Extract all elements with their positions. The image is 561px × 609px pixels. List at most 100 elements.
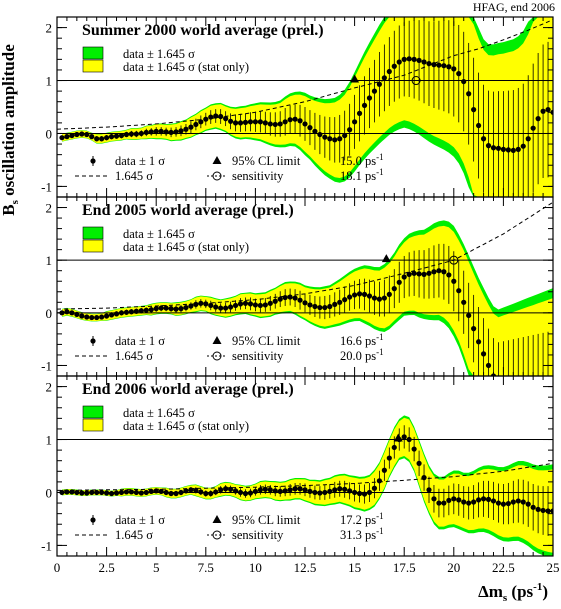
data-point: [361, 491, 368, 497]
data-point: [64, 309, 70, 315]
data-point: [218, 487, 224, 493]
data-point: [99, 489, 105, 496]
data-point: [515, 498, 521, 504]
sensitivity-curve: [57, 19, 553, 130]
data-point: [69, 310, 75, 316]
data-point: [500, 146, 506, 152]
limit-number: 16.6 ps: [340, 334, 376, 348]
x-axis-label: Δms (ps-1): [478, 581, 548, 604]
data-point: [153, 128, 159, 134]
data-point: [490, 498, 497, 504]
data-point: [218, 113, 224, 120]
data-point: [277, 121, 283, 127]
limit-marker: [350, 74, 360, 83]
data-point: [84, 490, 90, 496]
data-point: [163, 489, 169, 496]
data-point: [272, 298, 278, 304]
data-point: [118, 132, 125, 139]
data-point: [520, 499, 526, 505]
legend-swatch-total: [82, 46, 104, 60]
x-tick-label: 7.5: [198, 560, 214, 575]
data-point: [282, 488, 288, 494]
data-point: [510, 147, 516, 154]
data-point: [446, 64, 452, 70]
data-point: [431, 496, 437, 502]
y-tick-label: 0: [46, 126, 53, 141]
data-point: [431, 269, 437, 275]
data-point: [391, 63, 397, 69]
x-axis-label-sup: -1: [533, 581, 542, 593]
limit-unit-sup: -1: [376, 152, 384, 162]
data-point: [183, 488, 189, 494]
data-point: [356, 490, 363, 497]
data-point: [133, 489, 139, 496]
data-point: [456, 71, 462, 77]
data-point: [168, 306, 174, 312]
data-point: [446, 497, 452, 504]
data-point: [213, 304, 219, 310]
data-point: [247, 119, 254, 125]
limit-number: 17.2 ps: [340, 513, 376, 527]
legend-label-sensitivity: sensitivity: [232, 528, 284, 542]
legend-point-icon: [90, 158, 96, 164]
data-point: [213, 113, 219, 119]
x-tick-label: 20: [447, 560, 460, 575]
data-point: [188, 124, 194, 130]
data-point: [262, 120, 268, 126]
sensitivity-value: 20.0 ps-1: [340, 347, 384, 363]
data-point: [198, 489, 204, 495]
data-point: [426, 270, 432, 276]
data-point: [69, 132, 75, 139]
data-point: [297, 297, 303, 303]
data-point: [426, 487, 432, 493]
data-point: [282, 119, 288, 125]
data-point: [540, 507, 546, 514]
data-point: [193, 301, 199, 307]
data-point: [525, 136, 531, 142]
data-point: [153, 306, 159, 312]
y-tick-label: 0: [46, 485, 53, 500]
data-point: [356, 291, 363, 297]
data-point: [113, 490, 120, 496]
data-point: [466, 91, 472, 97]
band-stat: [62, 417, 553, 553]
data-point: [342, 297, 348, 303]
sensitivity-value: 31.3 ps-1: [340, 526, 384, 542]
panel-title: End 2006 world average (prel.): [82, 381, 294, 398]
x-axis-label-close: ): [542, 582, 548, 601]
legend-label-curve: 1.645 σ: [115, 349, 153, 363]
data-point: [123, 309, 130, 315]
data-point: [426, 60, 432, 67]
data-point: [307, 125, 313, 131]
data-point: [69, 489, 75, 495]
data-point: [237, 120, 244, 126]
data-point: [247, 301, 254, 307]
data-point: [168, 129, 174, 136]
data-point: [208, 114, 214, 120]
data-point: [237, 489, 244, 496]
data-point: [505, 500, 511, 507]
data-point: [232, 302, 239, 309]
data-point: [94, 489, 100, 496]
data-point: [327, 303, 333, 310]
data-point: [252, 119, 258, 125]
data-point: [352, 119, 358, 125]
legend-label-points: data ± 1 σ: [115, 513, 165, 527]
y-tick-label: 2: [46, 21, 53, 36]
data-point: [128, 309, 134, 315]
legend-label-curve: 1.645 σ: [115, 528, 153, 542]
sensitivity-value: 18.1 ps-1: [340, 167, 384, 183]
data-point: [411, 56, 417, 62]
panel-title: Summer 2000 world average (prel.): [82, 22, 324, 39]
data-point: [401, 274, 407, 280]
data-point: [436, 62, 442, 68]
data-point: [208, 490, 214, 497]
data-point: [183, 126, 189, 132]
data-point: [356, 110, 363, 116]
data-point: [79, 490, 85, 496]
data-point: [133, 308, 139, 314]
data-point: [376, 296, 382, 302]
data-point: [317, 490, 323, 496]
x-tick-label: 2.5: [98, 560, 114, 575]
